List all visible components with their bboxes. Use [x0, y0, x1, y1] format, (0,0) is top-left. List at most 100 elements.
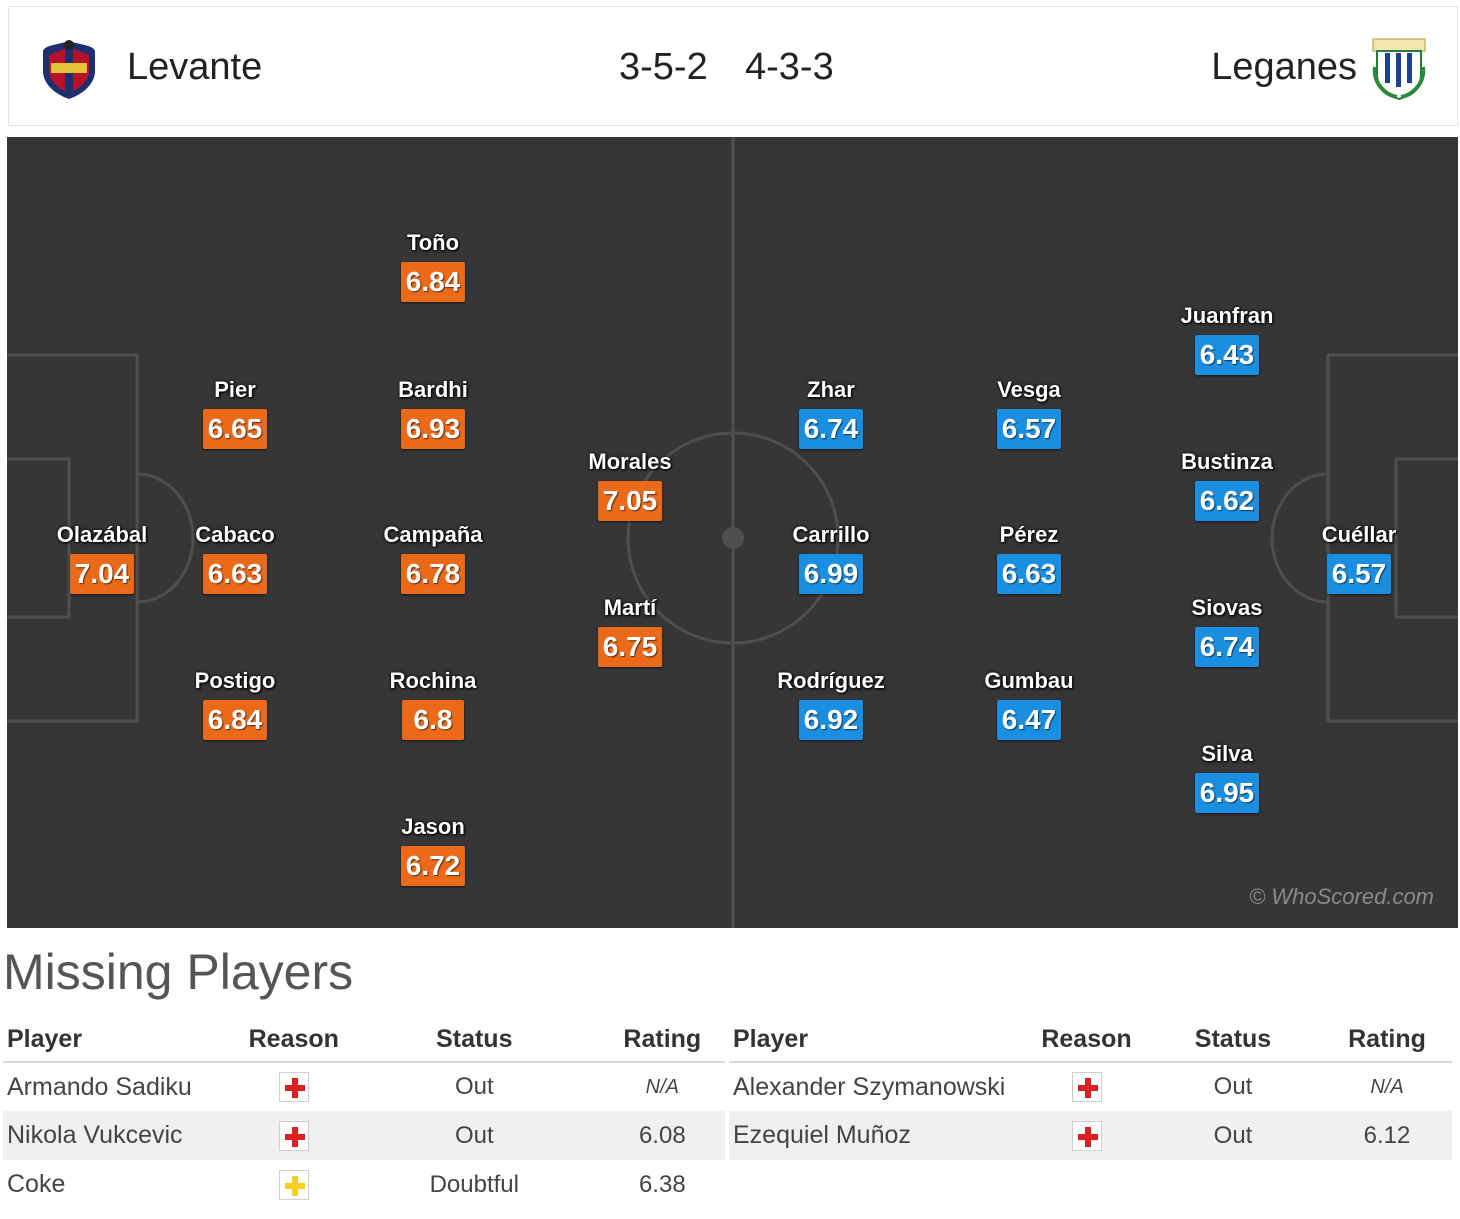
- status-cell: Doubtful: [429, 1170, 519, 1198]
- table-header-row: Player Reason Status Rating: [3, 1018, 725, 1063]
- player-name[interactable]: Carrillo: [792, 522, 870, 547]
- player-name[interactable]: Vesga: [997, 377, 1061, 402]
- injury-icon[interactable]: [1071, 1120, 1102, 1151]
- missing-player-name[interactable]: Alexander Szymanowski: [733, 1072, 1006, 1101]
- table-row: Armando Sadiku Out N/A: [3, 1062, 725, 1111]
- player-name[interactable]: Olazábal: [56, 522, 148, 547]
- home-team-name[interactable]: Levante: [127, 46, 263, 88]
- missing-player-name[interactable]: Armando Sadiku: [7, 1072, 192, 1101]
- player-name[interactable]: Jason: [401, 814, 465, 839]
- home-player[interactable]: Toño 6.84: [353, 230, 513, 302]
- player-name[interactable]: Postigo: [194, 668, 276, 693]
- levante-crest-icon: [43, 40, 95, 99]
- player-name[interactable]: Silva: [1201, 741, 1253, 766]
- away-player[interactable]: Juanfran 6.43: [1147, 303, 1307, 375]
- player-rating-badge: 6.93: [400, 409, 466, 449]
- injury-icon[interactable]: [278, 1120, 309, 1151]
- away-player[interactable]: Rodríguez 6.92: [751, 668, 911, 740]
- player-name[interactable]: Morales: [588, 449, 672, 474]
- player-rating-badge: 6.63: [202, 554, 268, 594]
- player-name[interactable]: Pier: [214, 377, 256, 402]
- home-player[interactable]: Jason 6.72: [353, 814, 513, 886]
- home-formation: 3-5-2: [619, 46, 708, 88]
- col-status: Status: [348, 1018, 600, 1063]
- player-rating-badge: 6.84: [202, 700, 268, 740]
- away-player[interactable]: Zhar 6.74: [751, 377, 911, 449]
- home-player[interactable]: Pier 6.65: [155, 377, 315, 449]
- player-rating-badge: 6.84: [400, 262, 466, 302]
- player-name[interactable]: Rodríguez: [777, 668, 885, 693]
- leganes-crest-icon: [1372, 38, 1426, 101]
- home-player[interactable]: Martí 6.75: [550, 595, 710, 667]
- away-player[interactable]: Cuéllar 6.57: [1279, 522, 1439, 594]
- player-rating-badge: 6.78: [400, 554, 466, 594]
- player-rating-badge: 6.62: [1194, 481, 1260, 521]
- lineup-pitch: Toño 6.84 Pier 6.65 Bardhi 6.93 Morales 7.05 Ola…: [7, 137, 1458, 928]
- table-row: Alexander Szymanowski Out N/A: [729, 1062, 1452, 1111]
- rating-cell: 6.38: [638, 1170, 686, 1198]
- player-rating-badge: 6.99: [798, 554, 864, 594]
- reason-cell: [238, 1111, 349, 1160]
- away-player[interactable]: Pérez 6.63: [949, 522, 1109, 594]
- table-header-row: Player Reason Status Rating: [729, 1018, 1452, 1063]
- home-player[interactable]: Rochina 6.8: [353, 668, 513, 740]
- player-rating-badge: 6.57: [996, 409, 1062, 449]
- status-cell: Out: [454, 1073, 494, 1100]
- status-cell: Out: [1213, 1073, 1253, 1100]
- player-rating-badge: 6.95: [1194, 773, 1260, 813]
- home-player[interactable]: Bardhi 6.93: [353, 377, 513, 449]
- player-rating-badge: 6.57: [1326, 554, 1392, 594]
- missing-player-name[interactable]: Ezequiel Muñoz: [729, 1111, 1029, 1160]
- missing-player-name[interactable]: Coke: [7, 1170, 66, 1198]
- player-name[interactable]: Bustinza: [1181, 449, 1273, 474]
- player-name[interactable]: Toño: [406, 230, 460, 255]
- col-player: Player: [729, 1018, 1029, 1063]
- player-name[interactable]: Pérez: [999, 522, 1059, 547]
- injury-icon[interactable]: [1071, 1072, 1102, 1103]
- pitch-markings: [7, 137, 1458, 928]
- player-rating-badge: 6.72: [400, 846, 466, 886]
- col-reason: Reason: [238, 1018, 349, 1063]
- away-formation: 4-3-3: [745, 46, 834, 88]
- home-player[interactable]: Olazábal 7.04: [22, 522, 182, 594]
- col-reason: Reason: [1029, 1018, 1144, 1063]
- player-name[interactable]: Juanfran: [1180, 303, 1274, 328]
- away-player[interactable]: Carrillo 6.99: [751, 522, 911, 594]
- doubtful-icon[interactable]: [278, 1169, 309, 1200]
- player-name[interactable]: Bardhi: [398, 377, 468, 402]
- rating-cell: 6.12: [1322, 1111, 1452, 1160]
- away-team-name[interactable]: Leganes: [1211, 46, 1357, 88]
- player-name[interactable]: Gumbau: [984, 668, 1074, 693]
- player-name[interactable]: Zhar: [807, 377, 855, 402]
- rating-cell: 6.08: [599, 1111, 725, 1160]
- col-rating: Rating: [599, 1018, 725, 1063]
- player-name[interactable]: Siovas: [1191, 595, 1263, 620]
- away-player[interactable]: Bustinza 6.62: [1147, 449, 1307, 521]
- col-rating: Rating: [1322, 1018, 1452, 1063]
- away-player[interactable]: Siovas 6.74: [1147, 595, 1307, 667]
- player-name[interactable]: Martí: [603, 595, 657, 620]
- home-player[interactable]: Morales 7.05: [550, 449, 710, 521]
- player-name[interactable]: Cabaco: [195, 522, 275, 547]
- home-player[interactable]: Cabaco 6.63: [155, 522, 315, 594]
- injury-icon[interactable]: [278, 1072, 309, 1103]
- status-cell: Out: [1144, 1111, 1322, 1160]
- away-player[interactable]: Gumbau 6.47: [949, 668, 1109, 740]
- player-rating-badge: 6.75: [597, 627, 663, 667]
- watermark: © WhoScored.com: [1249, 884, 1434, 909]
- player-name[interactable]: Rochina: [389, 668, 477, 693]
- player-name[interactable]: Cuéllar: [1321, 522, 1397, 547]
- rating-cell: N/A: [1370, 1075, 1404, 1098]
- player-rating-badge: 6.63: [996, 554, 1062, 594]
- away-player[interactable]: Vesga 6.57: [949, 377, 1109, 449]
- home-player[interactable]: Postigo 6.84: [155, 668, 315, 740]
- player-rating-badge: 7.04: [69, 554, 135, 594]
- home-player[interactable]: Campaña 6.78: [353, 522, 513, 594]
- missing-player-name[interactable]: Nikola Vukcevic: [3, 1111, 239, 1160]
- table-row: Nikola Vukcevic Out 6.08: [3, 1111, 725, 1160]
- player-rating-badge: 7.05: [597, 481, 663, 521]
- player-name[interactable]: Campaña: [383, 522, 483, 547]
- away-player[interactable]: Silva 6.95: [1147, 741, 1307, 813]
- player-rating-badge: 6.92: [798, 700, 864, 740]
- player-rating-badge: 6.43: [1194, 335, 1260, 375]
